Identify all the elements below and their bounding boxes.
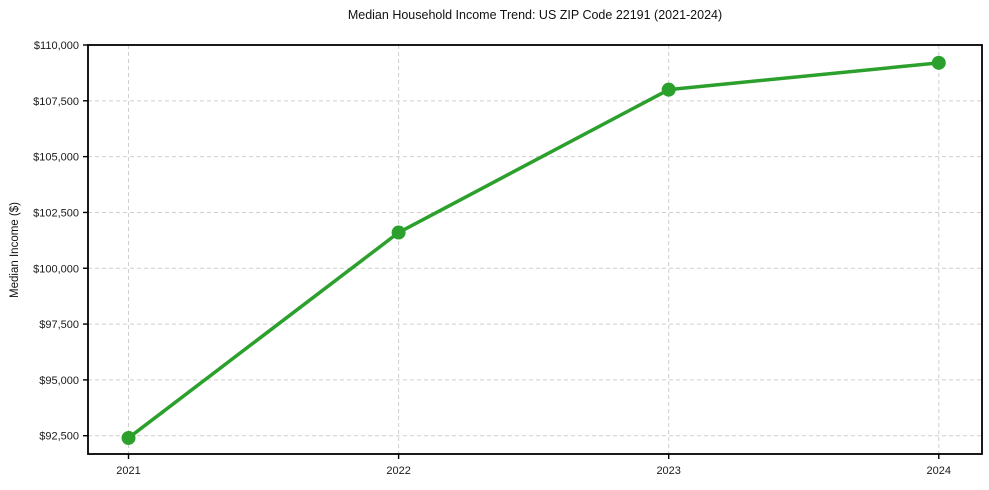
x-tick-label: 2022 xyxy=(386,465,410,477)
data-point-marker xyxy=(391,225,406,240)
x-tick-label: 2023 xyxy=(656,465,680,477)
y-tick-label: $110,000 xyxy=(34,40,79,52)
x-tick-label: 2021 xyxy=(116,465,140,477)
x-tick-label: 2024 xyxy=(927,465,951,477)
y-tick-label: $97,500 xyxy=(39,319,79,331)
y-tick-label: $92,500 xyxy=(39,431,79,443)
y-tick-label: $105,000 xyxy=(33,152,79,164)
trend-line xyxy=(126,61,941,440)
data-point-marker xyxy=(121,430,136,445)
y-tick-label: $102,500 xyxy=(33,207,79,219)
y-tick-label: $95,000 xyxy=(39,375,79,387)
data-point-marker xyxy=(661,82,676,97)
plot-border xyxy=(87,44,983,455)
data-point-marker xyxy=(931,55,946,70)
y-tick-label: $100,000 xyxy=(33,263,79,275)
y-tick-label: $107,500 xyxy=(33,96,79,108)
chart-title: Median Household Income Trend: US ZIP Co… xyxy=(347,8,723,22)
